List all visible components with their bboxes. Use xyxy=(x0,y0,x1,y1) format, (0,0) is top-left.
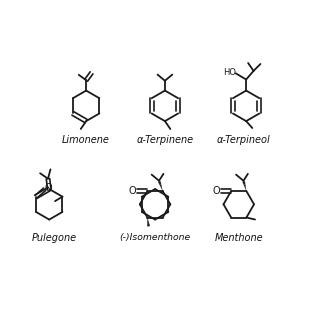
Text: HO: HO xyxy=(223,68,236,76)
Text: Menthone: Menthone xyxy=(214,233,263,243)
Text: (-)Isomenthone: (-)Isomenthone xyxy=(119,233,191,242)
Text: O: O xyxy=(212,186,220,196)
Text: Pulegone: Pulegone xyxy=(32,233,77,243)
Text: Limonene: Limonene xyxy=(62,135,110,145)
Text: O: O xyxy=(129,186,137,196)
Text: α-Terpineol: α-Terpineol xyxy=(217,135,271,145)
Text: α-Terpinene: α-Terpinene xyxy=(136,135,194,145)
Text: O: O xyxy=(45,183,52,193)
